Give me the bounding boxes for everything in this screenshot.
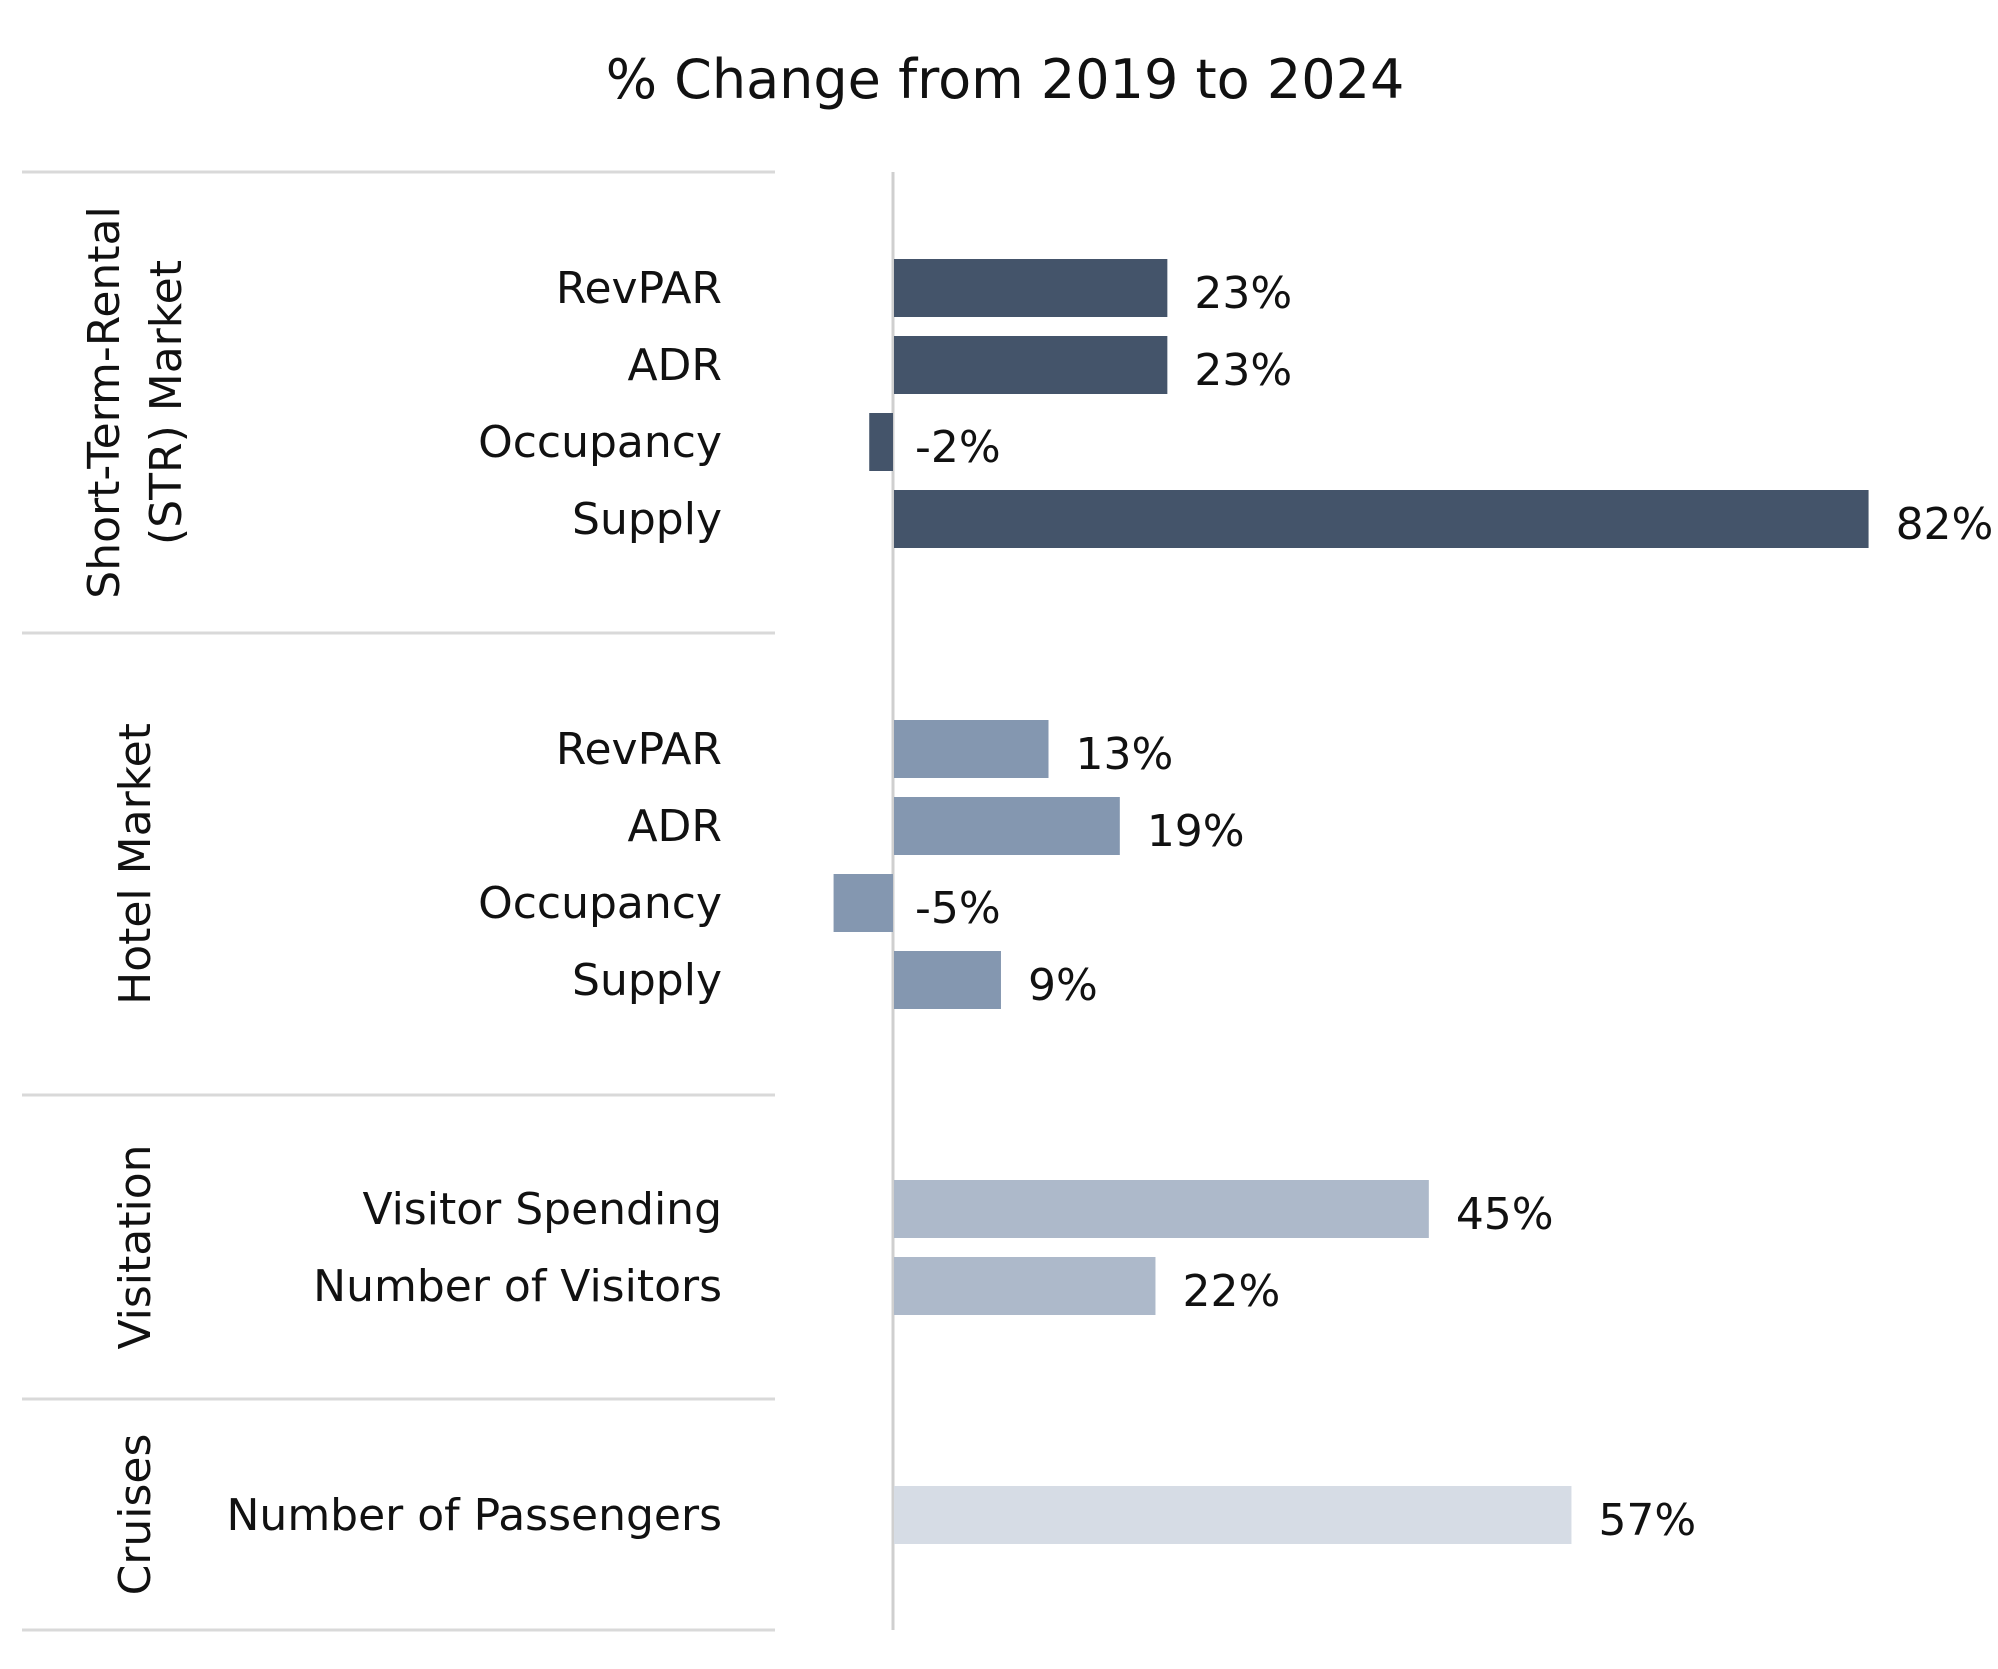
bar [894, 1180, 1429, 1238]
data-label: 9% [1028, 960, 1098, 1011]
data-label: 22% [1182, 1266, 1280, 1317]
category-label: RevPAR [556, 724, 722, 775]
category-label: Supply [572, 494, 722, 545]
chart-title: % Change from 2019 to 2024 [606, 48, 1405, 111]
data-label: 45% [1456, 1189, 1554, 1240]
bar [894, 490, 1869, 548]
category-label: Number of Passengers [227, 1490, 722, 1541]
data-label: 19% [1147, 806, 1245, 857]
category-label: Supply [572, 955, 722, 1006]
bar [869, 413, 893, 471]
group-label: Hotel Market [110, 723, 161, 1005]
group-label-line: Short-Term-Rental [79, 206, 130, 598]
bar [894, 336, 1168, 394]
data-label: -5% [915, 883, 1001, 934]
category-label: Occupancy [478, 878, 722, 929]
data-label: -2% [915, 422, 1001, 473]
data-label: 23% [1194, 268, 1292, 319]
category-label: ADR [627, 801, 722, 852]
data-label: 23% [1194, 345, 1292, 396]
category-label: Occupancy [478, 417, 722, 468]
bar [894, 1486, 1572, 1544]
category-label: Visitor Spending [362, 1184, 722, 1235]
bar [894, 720, 1049, 778]
group-label-line: (STR) Market [141, 260, 192, 545]
bar-group: Visitation Visitor Spending 45% Number of V… [110, 1144, 1554, 1349]
bar [894, 259, 1168, 317]
bar-group: Short-Term-Rental (STR) Market RevPAR 23% AD… [79, 206, 1993, 598]
group-label: Visitation [110, 1144, 161, 1349]
bar [833, 874, 893, 932]
category-label: ADR [627, 340, 722, 391]
group-label-line: Cruises [110, 1434, 161, 1596]
bar-group: Hotel Market RevPAR 13% ADR 19% Occupancy -5% S… [110, 720, 1245, 1011]
chart-groups: Short-Term-Rental (STR) Market RevPAR 23% AD… [79, 206, 1993, 1595]
group-label: Cruises [110, 1434, 161, 1596]
group-label: Short-Term-Rental (STR) Market [79, 206, 192, 598]
category-label: RevPAR [556, 263, 722, 314]
bar [894, 951, 1001, 1009]
data-label: 13% [1076, 729, 1174, 780]
group-separators [22, 170, 775, 1632]
bar [894, 797, 1120, 855]
bar [894, 1257, 1156, 1315]
category-label: Number of Visitors [313, 1261, 722, 1312]
bar-group: Cruises Number of Passengers 57% [110, 1434, 1696, 1596]
data-label: 57% [1598, 1495, 1696, 1546]
group-label-line: Hotel Market [110, 723, 161, 1005]
group-label-line: Visitation [110, 1144, 161, 1349]
data-label: 82% [1896, 499, 1994, 550]
